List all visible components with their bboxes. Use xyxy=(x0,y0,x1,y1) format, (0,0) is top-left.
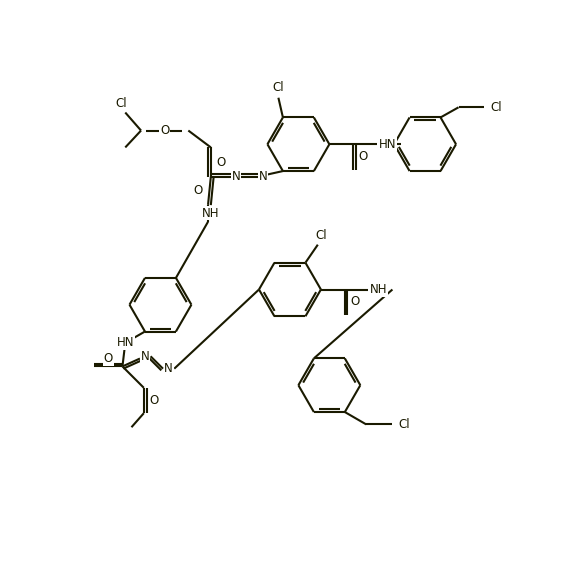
Text: Cl: Cl xyxy=(315,229,327,242)
Text: O: O xyxy=(350,295,359,308)
Text: Cl: Cl xyxy=(115,97,127,110)
Text: HN: HN xyxy=(379,138,397,150)
Text: Cl: Cl xyxy=(398,418,410,431)
Text: O: O xyxy=(193,184,203,197)
Text: NH: NH xyxy=(369,283,387,296)
Text: Cl: Cl xyxy=(272,81,284,94)
Text: O: O xyxy=(216,156,226,169)
Text: Cl: Cl xyxy=(490,101,502,114)
Text: HN: HN xyxy=(117,336,134,349)
Text: O: O xyxy=(359,150,368,163)
Text: O: O xyxy=(104,352,113,365)
Text: NH: NH xyxy=(202,207,220,220)
Text: O: O xyxy=(149,394,159,407)
Text: N: N xyxy=(164,362,173,375)
Text: O: O xyxy=(160,124,169,137)
Text: N: N xyxy=(259,170,267,183)
Text: N: N xyxy=(232,170,240,183)
Text: N: N xyxy=(141,350,149,363)
